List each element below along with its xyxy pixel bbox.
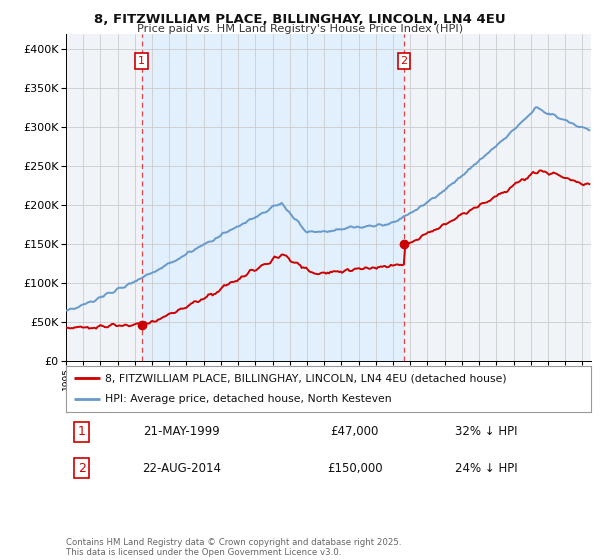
Text: HPI: Average price, detached house, North Kesteven: HPI: Average price, detached house, Nort… xyxy=(106,394,392,404)
Text: 32% ↓ HPI: 32% ↓ HPI xyxy=(455,425,517,438)
Text: 1: 1 xyxy=(138,56,145,66)
Text: £150,000: £150,000 xyxy=(327,461,383,475)
Text: £47,000: £47,000 xyxy=(331,425,379,438)
Text: 8, FITZWILLIAM PLACE, BILLINGHAY, LINCOLN, LN4 4EU (detached house): 8, FITZWILLIAM PLACE, BILLINGHAY, LINCOL… xyxy=(106,373,507,383)
Text: Price paid vs. HM Land Registry's House Price Index (HPI): Price paid vs. HM Land Registry's House … xyxy=(137,24,463,34)
Bar xyxy=(142,34,404,361)
Text: 8, FITZWILLIAM PLACE, BILLINGHAY, LINCOLN, LN4 4EU: 8, FITZWILLIAM PLACE, BILLINGHAY, LINCOL… xyxy=(94,13,506,26)
Text: 1: 1 xyxy=(78,425,86,438)
Text: 24% ↓ HPI: 24% ↓ HPI xyxy=(455,461,517,475)
Text: 22-AUG-2014: 22-AUG-2014 xyxy=(142,461,221,475)
Text: 21-MAY-1999: 21-MAY-1999 xyxy=(143,425,220,438)
Text: 2: 2 xyxy=(78,461,86,475)
Text: Contains HM Land Registry data © Crown copyright and database right 2025.
This d: Contains HM Land Registry data © Crown c… xyxy=(66,538,401,557)
Text: 2: 2 xyxy=(401,56,407,66)
